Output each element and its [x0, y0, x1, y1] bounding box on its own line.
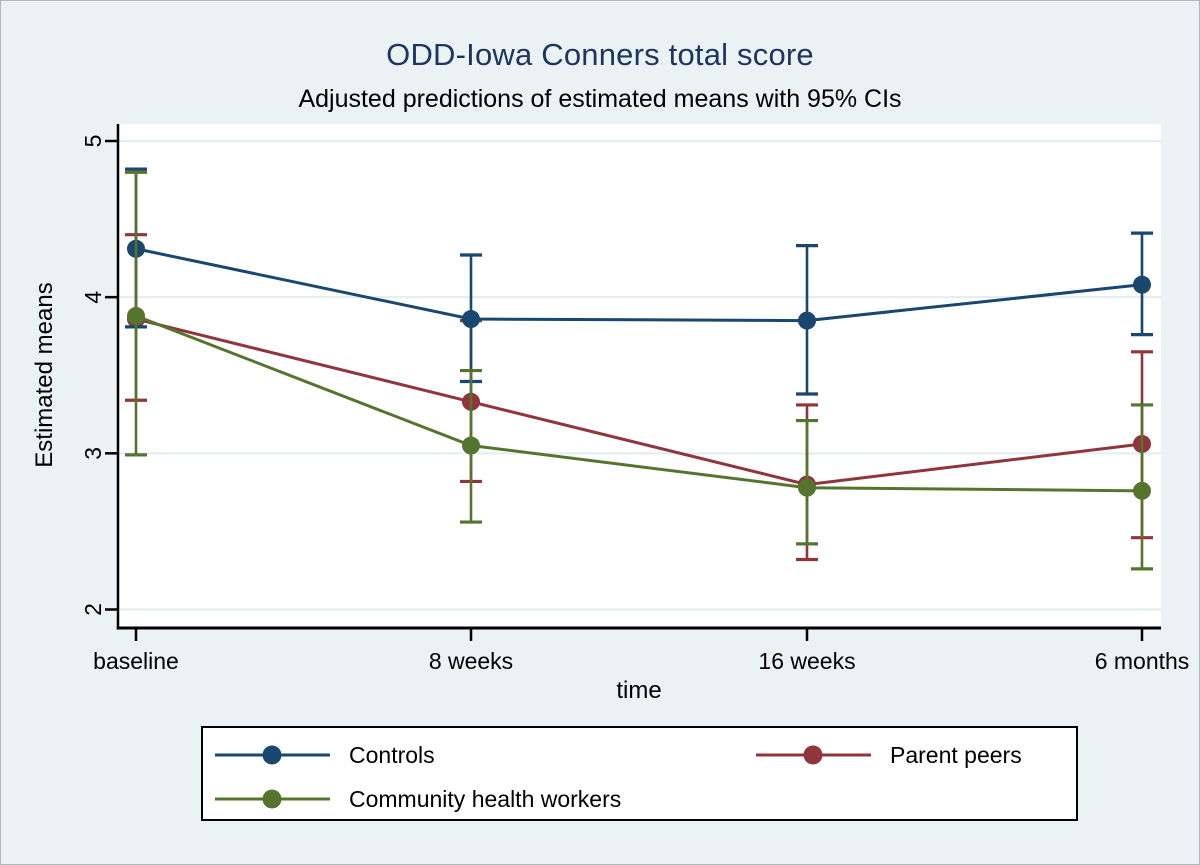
chart-title: ODD-Iowa Conners total score [386, 37, 814, 72]
chart-subtitle: Adjusted predictions of estimated means … [298, 85, 902, 113]
y-axis-ticks: 2 3 4 5 [80, 135, 118, 616]
data-point [462, 436, 480, 455]
legend-entry-controls: Controls [215, 733, 756, 777]
x-tick-label: 16 weeks [758, 648, 855, 674]
y-tick-label: 3 [80, 447, 106, 460]
y-tick-label: 5 [80, 135, 106, 148]
legend-entry-parent-peers: Parent peers [756, 733, 1076, 777]
data-point [798, 478, 816, 497]
x-axis-title: time [616, 677, 662, 704]
data-point [1133, 275, 1151, 294]
x-tick-label: 6 months [1095, 648, 1190, 674]
legend-key-controls [215, 745, 330, 765]
legend-key-parent-peers [756, 745, 871, 765]
data-point [1133, 481, 1151, 500]
data-point [127, 306, 145, 325]
data-point [462, 310, 480, 329]
series-controls [125, 167, 1153, 396]
legend-label-parent-peers: Parent peers [890, 741, 1022, 768]
y-tick-label: 4 [80, 291, 106, 304]
legend: Controls Parent peers Community health w… [201, 726, 1078, 821]
y-tick-label: 2 [80, 603, 106, 616]
legend-grid: Controls Parent peers Community health w… [215, 733, 1076, 821]
legend-label-community-health-workers: Community health workers [349, 785, 622, 812]
x-tick-label: baseline [93, 648, 179, 674]
x-tick-label: 8 weeks [429, 648, 513, 674]
series-community-health-workers [125, 170, 1153, 571]
plot-background [118, 124, 1161, 628]
legend-key-community-health-workers [215, 789, 330, 809]
y-axis-title: Estimated means [31, 282, 58, 468]
legend-entry-community-health-workers: Community health workers [215, 777, 756, 821]
legend-label-controls: Controls [349, 741, 435, 768]
axes [116, 124, 1161, 630]
plot-area: 2 3 4 5 baseline 8 weeks 16 weeks 6 months [80, 124, 1189, 674]
data-point [798, 311, 816, 330]
x-axis-ticks: baseline 8 weeks 16 weeks 6 months [93, 628, 1189, 674]
gridlines [118, 140, 1161, 611]
